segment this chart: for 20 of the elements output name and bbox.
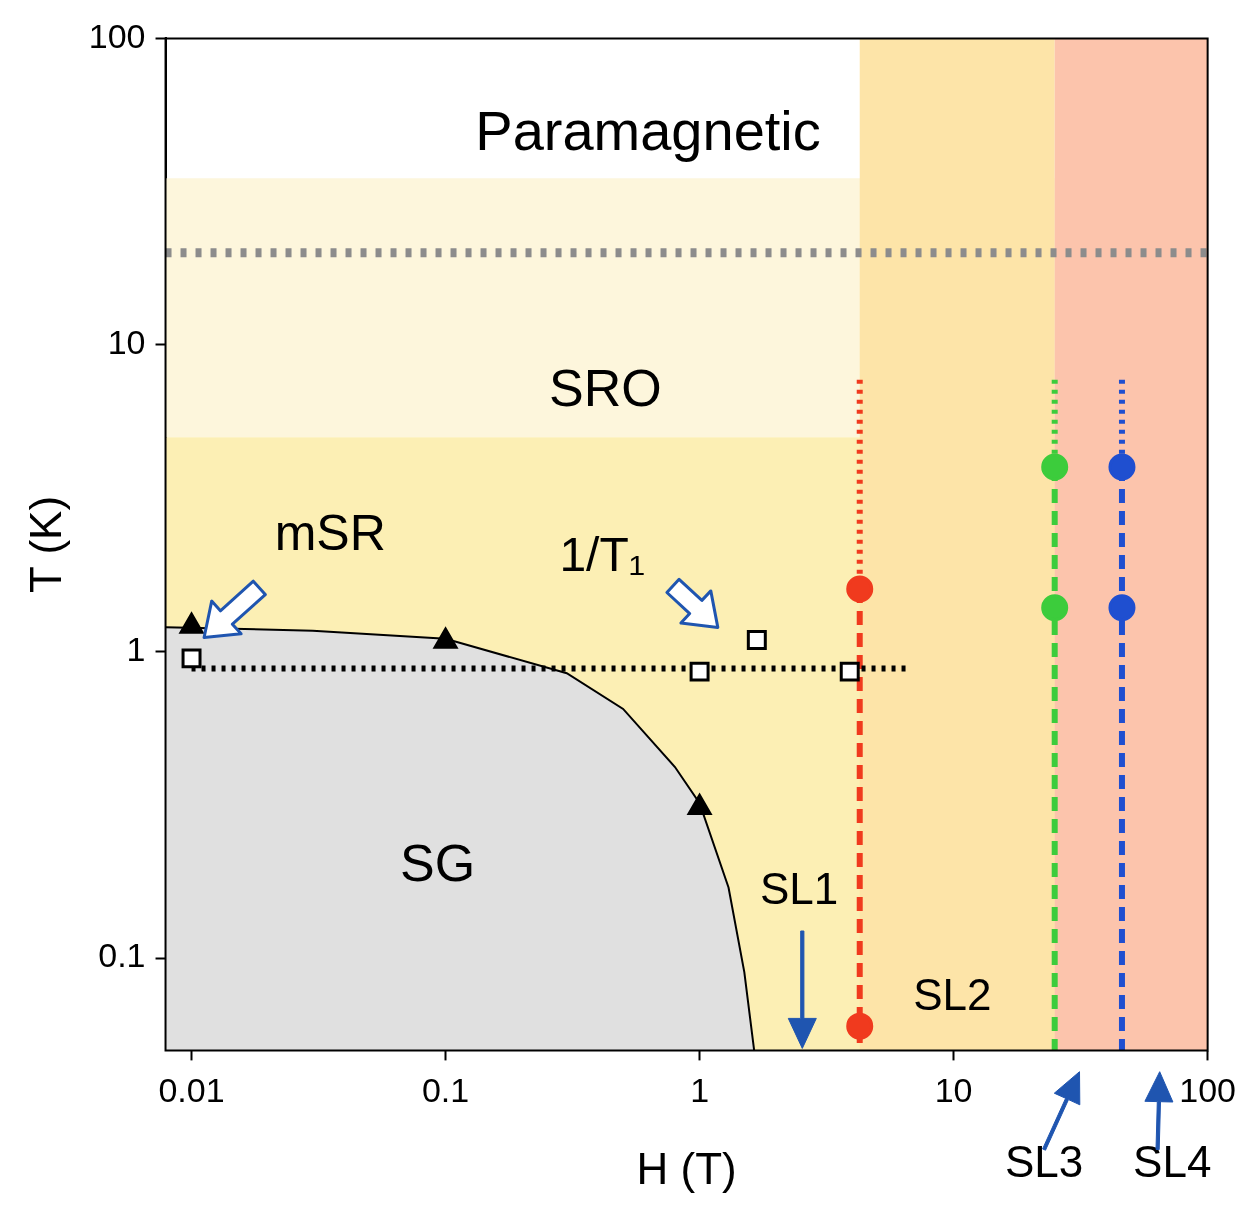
x-tick-label: 100	[1179, 1071, 1236, 1110]
annotation: SL1	[759, 863, 839, 913]
x-tick-label: 0.1	[421, 1071, 470, 1110]
x-tick-label: 10	[934, 1071, 973, 1110]
annotation: Paramagnetic	[475, 98, 821, 162]
annotation: SG	[399, 833, 476, 892]
y-tick-label: 10	[107, 323, 146, 362]
x-tick-label: 1	[690, 1071, 710, 1110]
annotation: SRO	[548, 358, 662, 417]
y-axis-title: T (K)	[20, 495, 70, 593]
text: SL4	[1133, 1136, 1212, 1186]
y-tick-label: 0.1	[98, 936, 146, 975]
annotation: SL2	[913, 969, 992, 1019]
y-tick-label: 100	[88, 16, 146, 55]
text: SL3	[1004, 1136, 1084, 1186]
annotation: mSR	[274, 505, 386, 562]
y-tick-label: 1	[126, 629, 146, 668]
annotation: 1/T₁	[559, 527, 645, 581]
x-axis-title: H (T)	[636, 1143, 737, 1193]
x-tick-label: 0.01	[158, 1071, 225, 1110]
